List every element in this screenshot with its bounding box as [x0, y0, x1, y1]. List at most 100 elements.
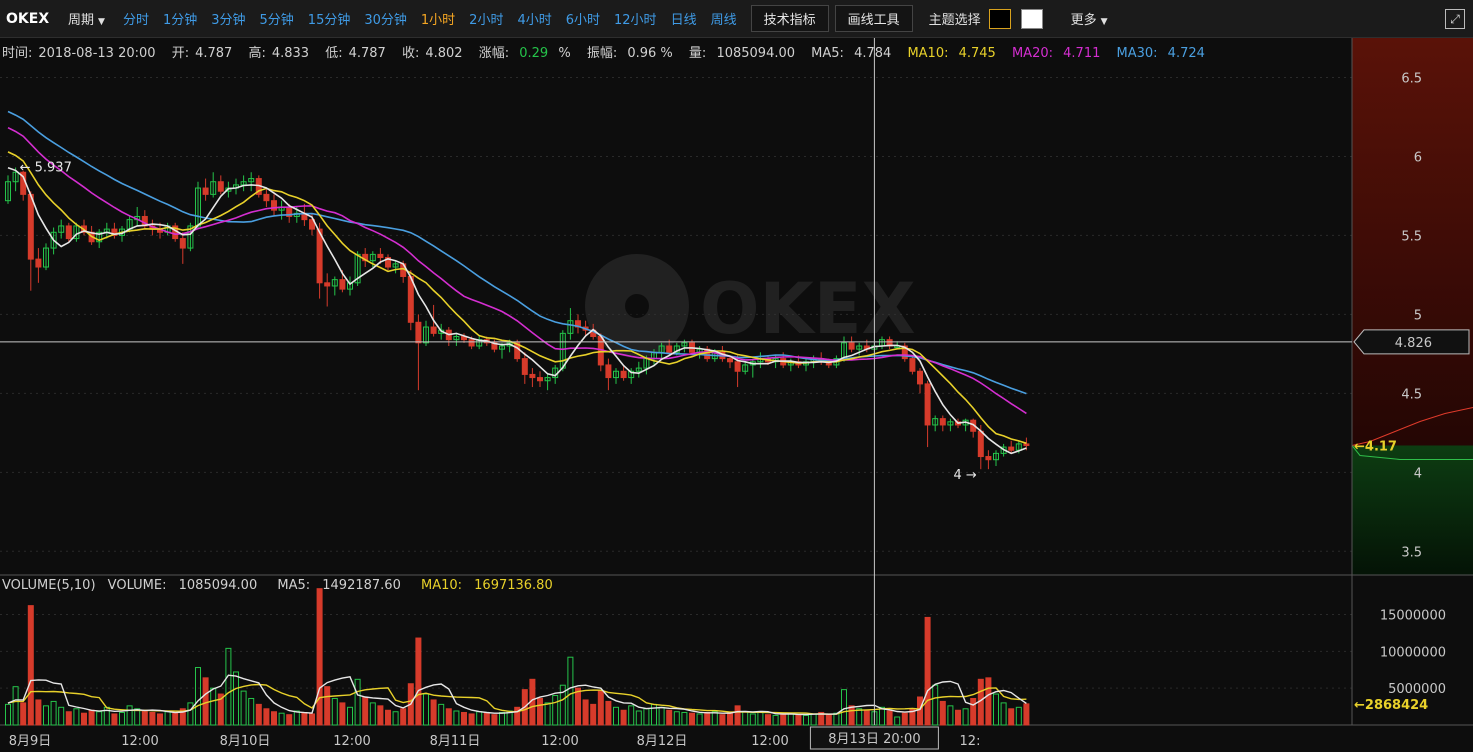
- x-tick-label: 12:00: [333, 734, 370, 749]
- candle-body: [96, 231, 103, 243]
- timeframe-4[interactable]: 15分钟: [307, 13, 351, 28]
- volume-bar: [179, 708, 186, 726]
- candle-body: [917, 370, 923, 385]
- theme-label: 主题选择: [928, 13, 981, 28]
- volume-bar: [590, 703, 597, 726]
- candle-body: [271, 200, 277, 211]
- volume-bar: [119, 711, 125, 726]
- okex-watermark: OKEX: [585, 254, 916, 358]
- x-tick-label: 12:00: [121, 734, 158, 749]
- volume-bar: [347, 706, 353, 726]
- volume-bar: [658, 706, 665, 726]
- candle-body: [202, 187, 209, 195]
- crosshair-price-box: [1353, 329, 1470, 355]
- volume-bar: [438, 703, 445, 726]
- candle-body: [537, 377, 543, 382]
- timeframe-5[interactable]: 30分钟: [364, 13, 407, 28]
- timeframe-1[interactable]: 1分钟: [162, 13, 198, 28]
- more-dropdown[interactable]: 更多 ▼: [1071, 9, 1108, 28]
- watermark-text: OKEX: [700, 268, 916, 350]
- volume-bar: [233, 671, 239, 726]
- timeframe-7[interactable]: 2小时: [469, 13, 504, 28]
- volume-bar: [331, 697, 338, 726]
- candle-body: [727, 358, 733, 363]
- volume-bar: [605, 700, 612, 726]
- timeframe-0[interactable]: 分时: [122, 13, 149, 28]
- indicator-button[interactable]: 技术指标: [750, 5, 829, 32]
- candle-body: [1008, 446, 1015, 451]
- timeframe-6[interactable]: 1小时: [420, 13, 456, 28]
- volume-bar: [430, 699, 437, 726]
- volume-bar: [157, 713, 163, 726]
- crosshair-price-label: 4.826: [1353, 329, 1470, 355]
- vol-volume-value: 1085094.00: [178, 578, 258, 593]
- candle-body: [567, 320, 574, 334]
- volume-bar: [879, 706, 885, 726]
- volume-bar: [947, 705, 954, 726]
- volume-bar: [50, 700, 57, 726]
- volume-bar: [719, 714, 726, 726]
- candle-body: [50, 231, 57, 249]
- candle-body: [521, 358, 528, 375]
- volume-bar: [613, 706, 619, 726]
- volume-bar: [81, 712, 87, 726]
- volume-bar: [65, 711, 72, 726]
- candle-body: [529, 373, 536, 379]
- vol-ma10-label: MA10:: [420, 578, 463, 593]
- candle-body: [909, 358, 916, 372]
- candle-body: [5, 181, 11, 202]
- timeframe-12[interactable]: 周线: [710, 13, 737, 28]
- open-label: 开:: [171, 46, 190, 61]
- volume-bar: [985, 677, 992, 726]
- volume-bar: [962, 708, 969, 726]
- volume-bar: [833, 712, 840, 726]
- volume-bar: [643, 708, 650, 726]
- low-value: 4.787: [348, 46, 386, 61]
- theme-light-swatch[interactable]: [1020, 8, 1043, 29]
- timeframe-3[interactable]: 5分钟: [259, 13, 294, 28]
- volume-bar: [749, 713, 756, 726]
- vol-volume-label: VOLUME:: [107, 578, 167, 593]
- period-dropdown[interactable]: 周期 ▼: [68, 9, 105, 28]
- volume-bar: [111, 713, 118, 726]
- bid-depth-area: [1352, 445, 1473, 575]
- candle-body: [742, 364, 749, 372]
- time-value: 2018-08-13 20:00: [38, 46, 156, 61]
- theme-dark-swatch[interactable]: [988, 8, 1011, 29]
- volume-bar: [20, 702, 27, 726]
- ma5-value: 4.784: [854, 46, 892, 61]
- timeframe-2[interactable]: 3分钟: [211, 13, 246, 28]
- candle-body: [468, 339, 475, 347]
- volume-bar: [582, 699, 589, 726]
- watermark-logo: [585, 254, 689, 358]
- volume-bar: [696, 713, 703, 726]
- watermark-logo-hole: [625, 294, 649, 318]
- volume-bar: [620, 709, 627, 726]
- volume-bar: [727, 712, 733, 726]
- timeframe-11[interactable]: 日线: [670, 13, 697, 28]
- volume-bar: [293, 710, 300, 726]
- fullscreen-icon[interactable]: ⤢: [1445, 9, 1465, 29]
- close-value: 4.802: [425, 46, 463, 61]
- x-tick-label: 12:: [960, 734, 981, 749]
- candle-body: [179, 238, 186, 249]
- timeframe-9[interactable]: 6小时: [565, 13, 601, 28]
- kline-chart[interactable]: 6.5 6 5.5 5 4.5 4 3.5 15000000 10000000 5000000 OK…: [0, 38, 1473, 752]
- y-tick-label: 6.5: [1401, 71, 1422, 86]
- volume-bar: [993, 693, 999, 726]
- volume-bar: [787, 712, 794, 726]
- drawing-tools-button[interactable]: 画线工具: [834, 5, 913, 32]
- volume-bar: [772, 714, 779, 726]
- volume-bar: [1008, 708, 1015, 726]
- volume-bar: [544, 702, 551, 726]
- x-tick-label: 12:00: [751, 734, 788, 749]
- volume-bar: [673, 711, 680, 726]
- candle-body: [385, 257, 391, 268]
- ma20-label: MA20:: [1011, 46, 1053, 61]
- x-tick-label: 8月9日: [9, 734, 52, 749]
- vol-tick-label: 15000000: [1380, 608, 1446, 623]
- timeframe-8[interactable]: 4小时: [517, 13, 552, 28]
- timeframe-10[interactable]: 12小时: [614, 13, 657, 28]
- volume-bar: [597, 690, 604, 726]
- volume-bar: [970, 697, 977, 726]
